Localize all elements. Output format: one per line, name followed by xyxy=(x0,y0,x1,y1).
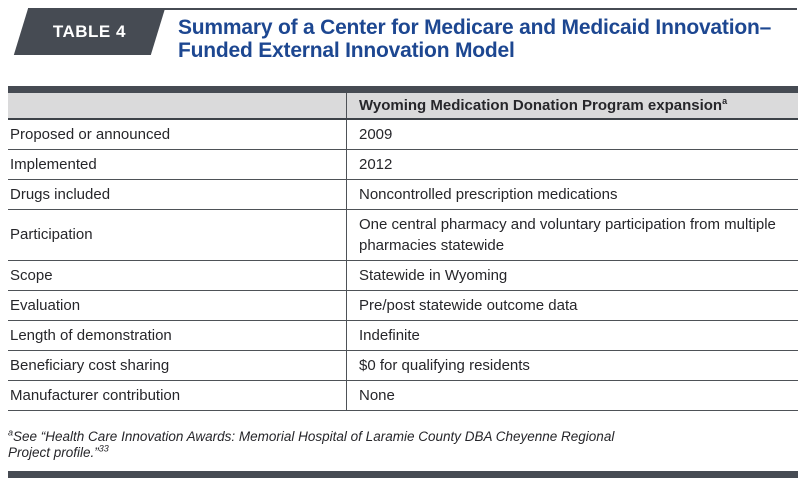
table-header-row: Wyoming Medication Donation Program expa… xyxy=(8,93,798,120)
header-label-cell xyxy=(8,93,346,118)
row-value: Pre/post statewide outcome data xyxy=(346,291,798,320)
row-value: One central pharmacy and voluntary parti… xyxy=(346,210,798,260)
row-value: 2012 xyxy=(346,150,798,179)
header-value-text: Wyoming Medication Donation Program expa… xyxy=(359,96,728,115)
row-value: Statewide in Wyoming xyxy=(346,261,798,290)
table-row: Implemented 2012 xyxy=(8,150,798,180)
row-label: Manufacturer contribution xyxy=(10,386,181,404)
table-row: Beneficiary cost sharing $0 for qualifyi… xyxy=(8,351,798,381)
header-footnote-marker: a xyxy=(722,96,728,106)
row-label: Length of demonstration xyxy=(10,326,172,344)
row-label: Scope xyxy=(10,266,53,284)
row-label: Beneficiary cost sharing xyxy=(10,356,170,374)
table-row: Scope Statewide in Wyoming xyxy=(8,261,798,291)
table-row: Length of demonstration Indefinite xyxy=(8,321,798,351)
table-top-bar xyxy=(8,86,798,93)
footnote-marker: a xyxy=(8,427,14,438)
table-row: Manufacturer contribution None xyxy=(8,381,798,411)
table-body: Proposed or announced 2009 Implemented 2… xyxy=(8,120,798,411)
row-value: None xyxy=(346,381,798,410)
table-row: Drugs included Noncontrolled prescriptio… xyxy=(8,180,798,210)
bottom-bar xyxy=(8,471,798,478)
row-value: 2009 xyxy=(346,120,798,149)
table-row: Participation One central pharmacy and v… xyxy=(8,210,798,261)
row-value: Indefinite xyxy=(346,321,798,350)
table-row: Proposed or announced 2009 xyxy=(8,120,798,150)
row-label: Implemented xyxy=(10,155,97,173)
table-footnote: aSee “Health Care Innovation Awards: Mem… xyxy=(8,427,800,460)
summary-table: Wyoming Medication Donation Program expa… xyxy=(8,86,798,411)
row-label: Proposed or announced xyxy=(10,125,171,143)
table-number-label: TABLE 4 xyxy=(52,21,127,41)
top-rule xyxy=(28,8,797,10)
table-row: Evaluation Pre/post statewide outcome da… xyxy=(8,291,798,321)
row-label: Drugs included xyxy=(10,185,111,203)
table-title: Summary of a Center for Medicare and Med… xyxy=(178,16,772,62)
footnote-reference: 33 xyxy=(98,443,109,453)
row-value: Noncontrolled prescription medications xyxy=(346,180,798,209)
row-value: $0 for qualifying residents xyxy=(346,351,798,380)
table-number-badge: TABLE 4 xyxy=(13,8,166,55)
footnote-line-2: Project profile.”33 xyxy=(8,443,109,460)
row-label: Participation xyxy=(10,226,93,243)
header-value-cell: Wyoming Medication Donation Program expa… xyxy=(346,93,798,118)
row-label: Evaluation xyxy=(10,296,81,314)
footnote-line-1: aSee “Health Care Innovation Awards: Mem… xyxy=(8,427,615,444)
